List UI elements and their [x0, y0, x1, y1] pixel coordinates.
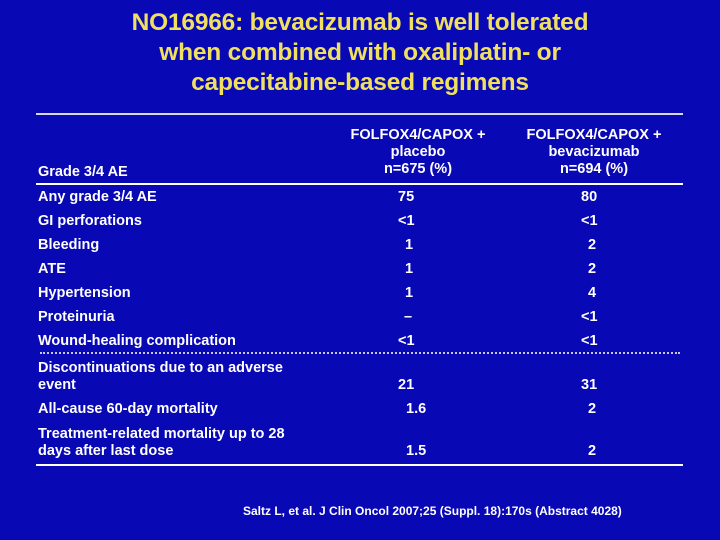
placebo-value: –	[404, 309, 413, 325]
header-placebo-arm: FOLFOX4/CAPOX + placebo n=675 (%)	[328, 127, 508, 178]
placebo-value: 75	[398, 189, 415, 205]
placebo-value: <1	[398, 213, 415, 229]
row-label: ATE	[38, 261, 66, 277]
bevacizumab-value: 2	[588, 261, 597, 277]
row-label: Any grade 3/4 AE	[38, 189, 157, 205]
header-bev-line-3: n=694 (%)	[559, 161, 629, 177]
placebo-value: 1	[405, 261, 414, 277]
placebo-value: 1.6	[406, 401, 427, 417]
placebo-value: 21	[398, 377, 415, 393]
header-grade-ae: Grade 3/4 AE	[38, 164, 128, 180]
bevacizumab-value: <1	[581, 333, 598, 349]
header-bev-line-2: bevacizumab	[548, 144, 640, 160]
bevacizumab-value: 2	[588, 401, 597, 417]
row-label: Wound-healing complication	[38, 333, 236, 349]
header-placebo-line-1: FOLFOX4/CAPOX +	[350, 127, 486, 143]
table-header: Grade 3/4 AE FOLFOX4/CAPOX + placebo n=6…	[38, 124, 683, 182]
placebo-value: 1	[405, 285, 414, 301]
row-label: All-cause 60-day mortality	[38, 401, 218, 417]
row-label: GI perforations	[38, 213, 142, 229]
placebo-value: 1	[405, 237, 414, 253]
row-label: Hypertension	[38, 285, 131, 301]
header-bev-line-1: FOLFOX4/CAPOX +	[526, 127, 662, 143]
header-divider	[36, 183, 683, 185]
bevacizumab-value: 2	[588, 237, 597, 253]
citation: Saltz L, et al. J Clin Oncol 2007;25 (Su…	[243, 504, 622, 518]
row-label-line-1: Treatment-related mortality up to 28	[38, 426, 285, 442]
bevacizumab-value: 31	[581, 377, 598, 393]
table-row: Discontinuations due to an adverse event…	[38, 360, 683, 394]
bevacizumab-value: <1	[581, 309, 598, 325]
header-placebo-line-2: placebo	[390, 144, 446, 160]
row-label-line-2: event	[38, 377, 76, 393]
bevacizumab-value: 2	[588, 443, 597, 459]
title-line-1: NO16966: bevacizumab is well tolerated	[131, 9, 589, 36]
section-divider-dotted	[40, 352, 680, 356]
placebo-value: <1	[398, 333, 415, 349]
bevacizumab-value: 4	[588, 285, 597, 301]
bevacizumab-value: 80	[581, 189, 598, 205]
row-label: Bleeding	[38, 237, 100, 253]
table-bottom-divider	[36, 464, 683, 466]
placebo-value: 1.5	[406, 443, 427, 459]
slide-title: NO16966: bevacizumab is well tolerated w…	[0, 8, 720, 98]
row-label-line-1: Discontinuations due to an adverse	[38, 360, 283, 376]
row-label: Proteinuria	[38, 309, 115, 325]
row-label-line-2: days after last dose	[38, 443, 174, 459]
title-divider	[36, 113, 683, 115]
bevacizumab-value: <1	[581, 213, 598, 229]
header-bevacizumab-arm: FOLFOX4/CAPOX + bevacizumab n=694 (%)	[504, 127, 684, 178]
header-placebo-line-3: n=675 (%)	[383, 161, 453, 177]
row-label: Treatment-related mortality up to 28 day…	[38, 426, 285, 460]
title-line-2: when combined with oxaliplatin- or	[159, 39, 561, 66]
table-row: Treatment-related mortality up to 28 day…	[38, 426, 683, 460]
row-label: Discontinuations due to an adverse event	[38, 360, 283, 394]
title-line-3: capecitabine-based regimens	[191, 69, 529, 96]
